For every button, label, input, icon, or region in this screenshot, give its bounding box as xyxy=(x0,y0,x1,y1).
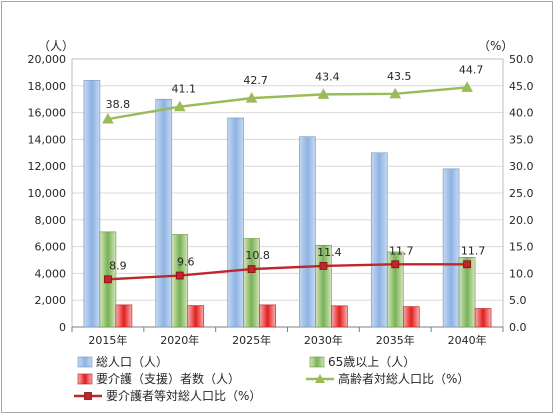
left-axis-unit: （人） xyxy=(38,39,74,53)
right-tick-label: 35.0 xyxy=(509,133,534,146)
legend-label: 総人口（人） xyxy=(96,355,168,369)
point-aged-ratio xyxy=(389,87,402,99)
legend-item: 総人口（人） xyxy=(77,355,168,369)
legend-label: 要介護（支援）者数（人） xyxy=(96,371,240,386)
left-tick-label: 16,000 xyxy=(28,107,67,120)
legend-item: 要介護者等対総人口比（%） xyxy=(74,388,261,403)
legend-label: 要介護者等対総人口比（%） xyxy=(106,388,261,403)
bar-care-recipients xyxy=(331,305,348,328)
x-tick-label: 2015年 xyxy=(88,333,127,347)
left-tick-label: 12,000 xyxy=(28,160,67,173)
left-tick-label: 6,000 xyxy=(35,241,67,254)
right-axis-unit: （%） xyxy=(478,39,513,53)
data-label-care-ratio: 9.6 xyxy=(177,256,195,269)
right-tick-label: 50.0 xyxy=(509,53,534,66)
right-tick-label: 25.0 xyxy=(509,187,534,200)
data-label-care-ratio: 11.4 xyxy=(317,246,342,259)
bar-total-population xyxy=(227,117,244,328)
point-aged-ratio xyxy=(245,92,258,103)
right-tick-label: 5.0 xyxy=(509,294,527,307)
bar-care-recipients xyxy=(259,304,276,328)
data-label-care-ratio: 10.8 xyxy=(245,249,270,262)
left-tick-label: 14,000 xyxy=(28,133,67,146)
right-tick-label: 45.0 xyxy=(509,80,534,93)
x-tick-label: 2035年 xyxy=(376,333,415,347)
right-tick-label: 10.0 xyxy=(509,267,534,280)
point-aged-ratio xyxy=(173,100,186,112)
left-tick-label: 4,000 xyxy=(35,267,67,280)
right-tick-label: 40.0 xyxy=(509,107,534,120)
legend-label: 高齢者対総人口比（%） xyxy=(338,371,469,386)
right-tick-label: 15.0 xyxy=(509,241,534,254)
bar-aged-65-plus xyxy=(171,234,189,328)
bar-care-recipients xyxy=(402,306,420,328)
legend-marker xyxy=(315,374,325,383)
legend-item: 65歳以上（人） xyxy=(309,355,415,369)
left-tick-label: 18,000 xyxy=(28,80,67,93)
bar-total-population xyxy=(299,136,316,328)
bar-aged-65-plus xyxy=(243,238,260,328)
x-tick-label: 2025年 xyxy=(232,333,271,347)
bar-care-recipients xyxy=(474,308,492,328)
x-tick-label: 2020年 xyxy=(160,333,199,347)
legend-swatch xyxy=(77,373,93,385)
left-tick-label: 2,000 xyxy=(35,294,67,307)
point-aged-ratio xyxy=(102,113,114,124)
point-care-ratio xyxy=(104,275,112,284)
legend-swatch xyxy=(309,356,325,368)
bar-care-recipients xyxy=(187,305,205,328)
data-label-care-ratio: 8.9 xyxy=(109,259,127,272)
point-aged-ratio xyxy=(461,81,473,92)
point-care-ratio xyxy=(319,261,328,270)
legend-item: 高齢者対総人口比（%） xyxy=(306,371,469,386)
bar-care-recipients xyxy=(115,304,133,328)
left-tick-label: 20,000 xyxy=(28,53,67,66)
bar-total-population xyxy=(83,80,101,328)
bar-total-population xyxy=(155,98,173,328)
x-tick-label: 2030年 xyxy=(304,333,343,347)
series-line-care-ratio xyxy=(107,263,468,281)
bar-total-population xyxy=(442,168,460,328)
left-tick-label: 10,000 xyxy=(28,187,67,200)
left-tick-label: 0 xyxy=(59,321,66,334)
point-care-ratio xyxy=(247,265,256,274)
bar-total-population xyxy=(370,152,388,328)
point-care-ratio xyxy=(175,271,184,280)
legend-label: 65歳以上（人） xyxy=(328,355,415,369)
data-label-aged-ratio: 38.8 xyxy=(106,98,131,111)
right-tick-label: 20.0 xyxy=(509,214,534,227)
right-tick-label: 30.0 xyxy=(509,160,534,173)
series-line-aged-ratio xyxy=(107,86,468,121)
legend-item: 要介護（支援）者数（人） xyxy=(77,371,240,386)
data-label-aged-ratio: 43.4 xyxy=(315,70,340,83)
point-care-ratio xyxy=(463,260,471,269)
data-label-care-ratio: 11.7 xyxy=(389,244,414,257)
data-label-aged-ratio: 42.7 xyxy=(243,74,268,87)
point-aged-ratio xyxy=(317,88,330,99)
legend-swatch xyxy=(77,356,93,368)
right-tick-label: 0.0 xyxy=(509,321,527,334)
data-label-aged-ratio: 44.7 xyxy=(459,63,484,76)
legend-marker xyxy=(84,392,92,400)
data-label-care-ratio: 11.7 xyxy=(461,244,486,257)
x-tick-label: 2040年 xyxy=(448,333,487,347)
bar-aged-65-plus xyxy=(386,251,404,328)
data-label-aged-ratio: 41.1 xyxy=(172,83,197,96)
point-care-ratio xyxy=(391,260,400,269)
data-label-aged-ratio: 43.5 xyxy=(387,70,412,83)
bar-aged-65-plus xyxy=(458,257,476,328)
left-tick-label: 8,000 xyxy=(35,214,67,227)
